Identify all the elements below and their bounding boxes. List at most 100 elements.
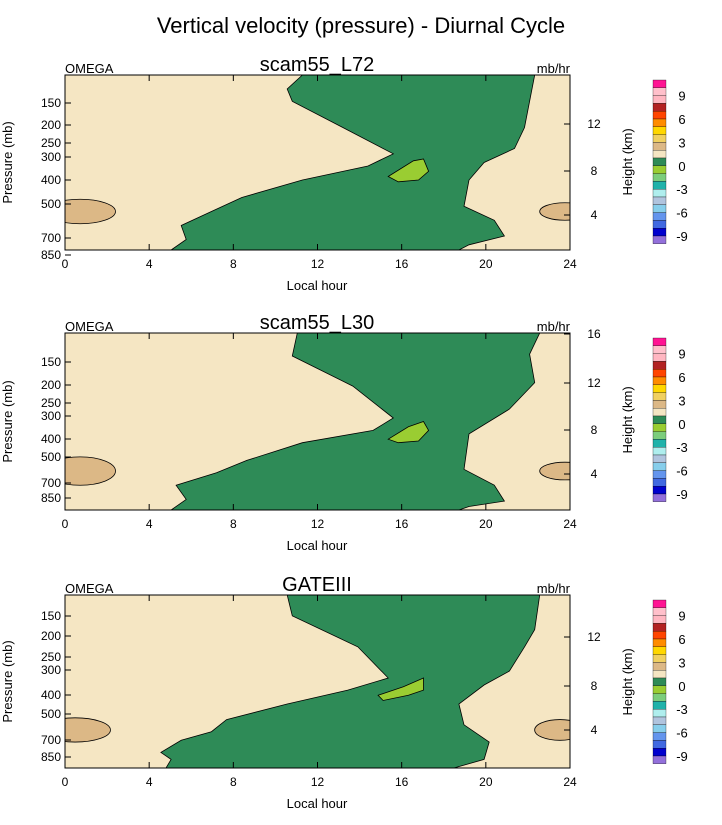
y-right-tick-label: 8 (591, 679, 598, 693)
colorbar-swatch (652, 87, 667, 96)
colorbar-swatch (652, 400, 667, 409)
x-tick-label: 4 (146, 775, 153, 789)
colorbar-swatch (652, 748, 667, 757)
colorbar-swatch (652, 196, 667, 205)
colorbar-swatch (652, 654, 667, 663)
colorbar-swatch (652, 447, 667, 456)
colorbar-swatch (652, 431, 667, 440)
colorbar-swatch (652, 701, 667, 710)
units-label: mb/hr (537, 319, 571, 334)
colorbar-swatch (652, 111, 667, 120)
panel-2: scam55_L30 OMEGA mb/hr 0 4 8 12 16 20 24 Local hou… (0, 312, 688, 553)
y-tick-label: 250 (41, 650, 61, 664)
colorbar-label: 9 (678, 609, 685, 624)
colorbar-swatch (652, 462, 667, 471)
x-tick-label: 4 (146, 517, 153, 531)
colorbar-swatch (652, 740, 667, 749)
y-tick-label: 200 (41, 629, 61, 643)
y-right-tick-label: 16 (587, 327, 601, 341)
colorbar-label: -6 (676, 726, 688, 741)
colorbar-swatch (652, 615, 667, 624)
y-right-tick-label: 4 (591, 723, 598, 737)
y-tick-label: 850 (41, 248, 61, 262)
y-right-tick-label: 4 (591, 467, 598, 481)
x-tick-label: 24 (563, 775, 577, 789)
x-tick-label: 8 (230, 517, 237, 531)
x-tick-label: 24 (563, 517, 577, 531)
y-tick-label: 300 (41, 663, 61, 677)
x-axis-label: Local hour (287, 796, 348, 811)
y-tick-label: 500 (41, 707, 61, 721)
colorbar-swatch (652, 345, 667, 354)
colorbar-swatch (652, 181, 667, 190)
colorbar-swatch (652, 150, 667, 159)
y-axis-label: Pressure (mb) (0, 640, 15, 722)
colorbar-swatch (652, 716, 667, 725)
right-axis-label: Height (km) (620, 386, 635, 453)
y-tick-label: 200 (41, 378, 61, 392)
y-tick-label: 150 (41, 96, 61, 110)
colorbar-swatch (652, 95, 667, 104)
colorbar-label: 6 (678, 112, 685, 127)
mask-left (5, 333, 65, 510)
colorbar-swatch (652, 662, 667, 671)
colorbar-swatch (652, 392, 667, 401)
colorbar-label: -6 (676, 464, 688, 479)
colorbar-swatch (652, 486, 667, 495)
x-tick-label: 12 (311, 257, 325, 271)
variable-label: OMEGA (65, 319, 114, 334)
colorbar-swatch (652, 165, 667, 174)
colorbar-label: 6 (678, 632, 685, 647)
colorbar-label: 0 (678, 679, 685, 694)
panel-title: GATEIII (282, 574, 352, 596)
x-axis-label: Local hour (287, 538, 348, 553)
colorbar-swatch (652, 607, 667, 616)
x-tick-label: 20 (479, 257, 493, 271)
colorbar-swatch (652, 189, 667, 198)
x-tick-label: 16 (395, 775, 409, 789)
y-tick-label: 700 (41, 231, 61, 245)
colorbar-label: -3 (676, 182, 688, 197)
y-tick-label: 850 (41, 750, 61, 764)
colorbar-swatch (652, 599, 667, 608)
units-label: mb/hr (537, 581, 571, 596)
colorbar-label: -3 (676, 440, 688, 455)
x-tick-label: 24 (563, 257, 577, 271)
strong-negative-region (387, 158, 430, 183)
colorbar-swatch (652, 470, 667, 479)
panel-title: scam55_L30 (260, 312, 375, 334)
colorbar-label: -9 (676, 229, 688, 244)
colorbar-swatch (652, 79, 667, 88)
y-tick-label: 250 (41, 396, 61, 410)
colorbar-swatch (652, 493, 667, 502)
y-tick-label: 850 (41, 491, 61, 505)
mask-right (570, 595, 615, 768)
y-tick-label: 500 (41, 197, 61, 211)
colorbar-swatch (652, 408, 667, 417)
colorbar-swatch (652, 631, 667, 640)
colorbar-swatch (652, 173, 667, 182)
y-tick-label: 300 (41, 409, 61, 423)
mask-left (5, 595, 65, 768)
colorbar-swatch (652, 204, 667, 213)
y-right-tick-label: 12 (587, 630, 601, 644)
colorbar-label: 3 (678, 135, 685, 150)
colorbar-label: 3 (678, 655, 685, 670)
colorbar-label: 0 (678, 159, 685, 174)
colorbar-swatch (652, 126, 667, 135)
y-tick-label: 300 (41, 150, 61, 164)
colorbar-swatch (652, 103, 667, 112)
colorbar-label: -9 (676, 487, 688, 502)
colorbar-swatch (652, 646, 667, 655)
x-tick-label: 16 (395, 257, 409, 271)
y-tick-label: 700 (41, 476, 61, 490)
colorbar-swatch (652, 478, 667, 487)
colorbar-label: -9 (676, 749, 688, 764)
colorbar-swatch (652, 454, 667, 463)
y-tick-label: 400 (41, 173, 61, 187)
colorbar-swatch (652, 361, 667, 370)
right-axis-label: Height (km) (620, 128, 635, 195)
colorbar-label: -3 (676, 702, 688, 717)
mask-right (570, 333, 615, 510)
